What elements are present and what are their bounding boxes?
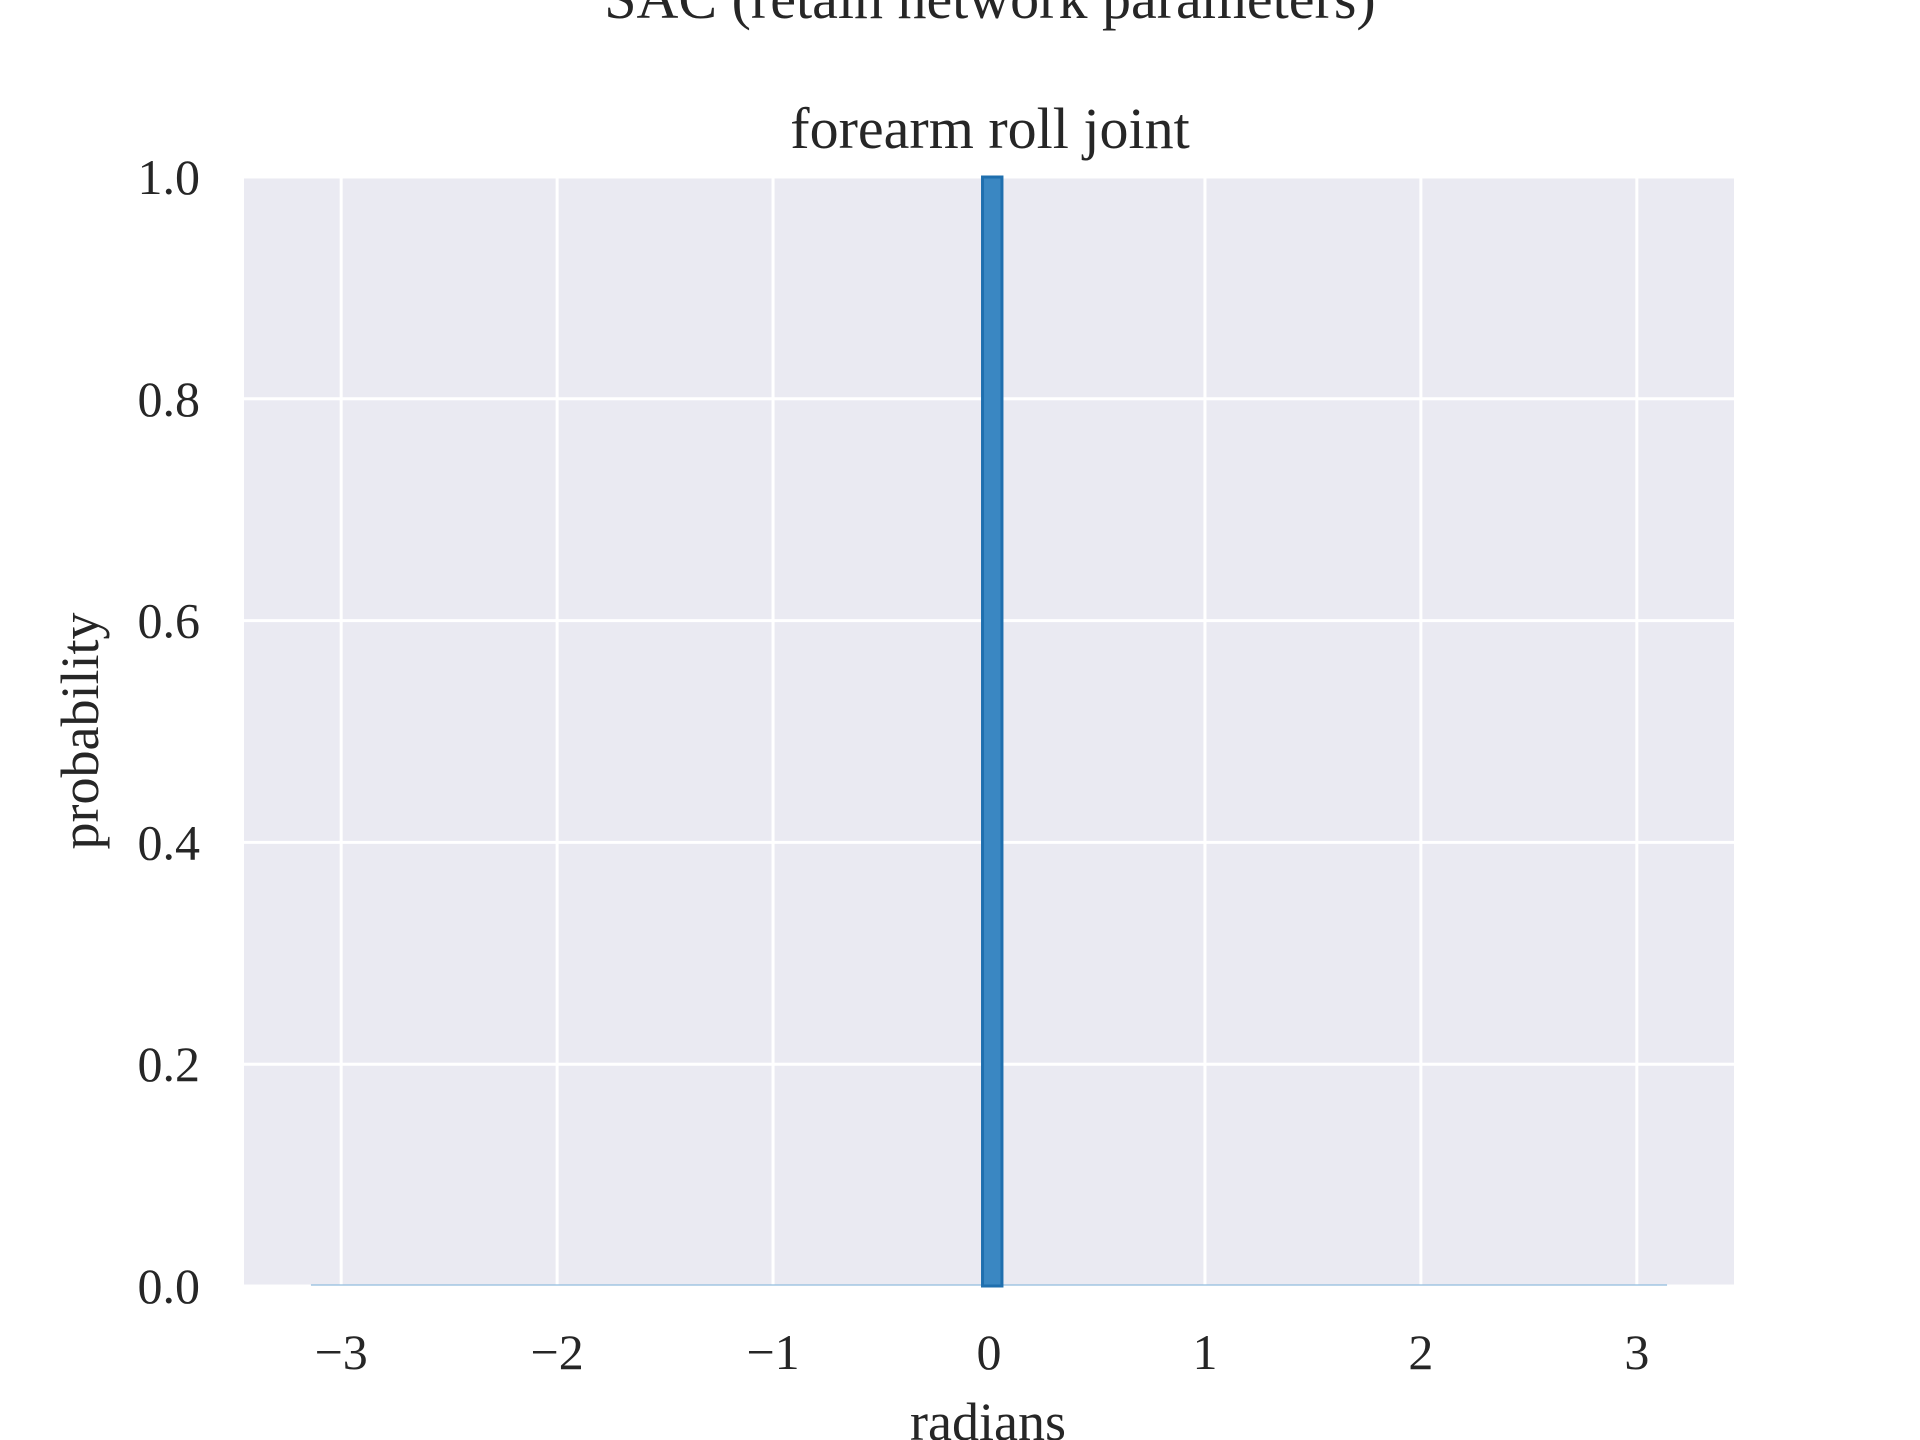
y-axis-label: probability [50,613,110,850]
y-tick-label: 1.0 [138,149,201,205]
x-tick-label: 2 [1408,1324,1433,1380]
histogram-bars [310,175,1668,1288]
y-tick-label: 0.2 [138,1036,201,1092]
chart-suptitle: SAC (retain network parameters) [604,0,1375,31]
y-tick-label: 0.0 [138,1258,201,1314]
x-tick-label: 3 [1624,1324,1649,1380]
y-axis-ticks: 0.0 0.2 0.4 0.6 0.8 1.0 [138,149,201,1314]
x-tick-label: −1 [746,1324,799,1380]
x-tick-label: 0 [977,1324,1002,1380]
histogram-bar [981,175,1004,1288]
x-tick-label: −3 [315,1324,368,1380]
x-tick-label: 1 [1192,1324,1217,1380]
y-tick-label: 0.6 [138,593,201,649]
x-tick-label: −2 [531,1324,584,1380]
x-axis-label: radians [910,1392,1066,1440]
x-axis-ticks: −3 −2 −1 0 1 2 3 [315,1324,1650,1380]
y-tick-label: 0.4 [138,814,201,870]
y-tick-label: 0.8 [138,371,201,427]
chart-title: forearm roll joint [790,96,1189,161]
